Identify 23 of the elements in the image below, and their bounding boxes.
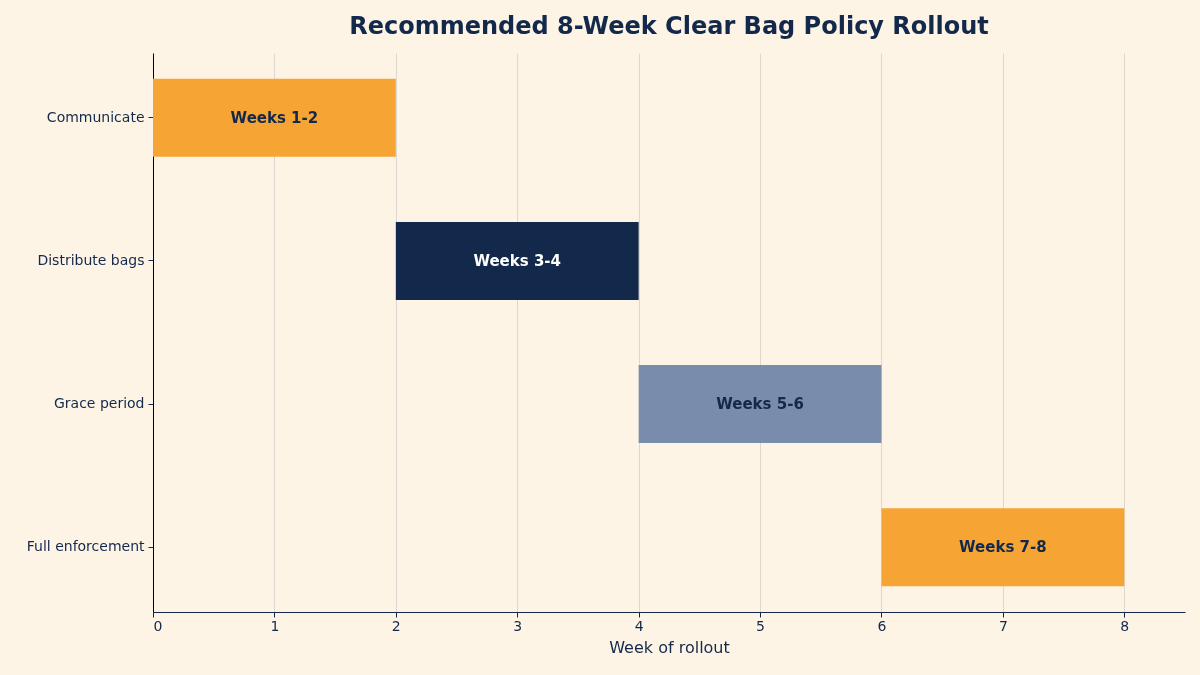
x-tick-label: 0 xyxy=(153,617,163,634)
bar xyxy=(395,221,639,300)
bar xyxy=(638,365,882,444)
x-tick-label: 3 xyxy=(513,617,523,634)
x-tick-label: 6 xyxy=(877,617,887,634)
data-label: Weeks 7-8 xyxy=(959,538,1047,557)
y-tick-label: Distribute bags xyxy=(37,251,145,268)
x-tick-label: 8 xyxy=(1120,617,1130,634)
bar xyxy=(881,508,1125,587)
data-label: Weeks 5-6 xyxy=(716,395,804,414)
x-tick-label: 7 xyxy=(998,617,1008,634)
x-axis-title: Week of rollout xyxy=(609,637,730,657)
x-tick-label: 1 xyxy=(270,617,280,634)
bar xyxy=(153,78,396,157)
data-label: Weeks 1-2 xyxy=(230,108,319,127)
x-tick-label: 5 xyxy=(756,617,766,634)
y-tick-label: Grace period xyxy=(53,395,145,412)
y-tick-label: Communicate xyxy=(46,108,145,125)
y-tick-label: Full enforcement xyxy=(26,538,145,555)
data-label: Weeks 3-4 xyxy=(473,251,562,270)
x-tick-label: 4 xyxy=(634,617,644,634)
chart-title: Recommended 8-Week Clear Bag Policy Rollout xyxy=(349,12,989,40)
x-tick-label: 2 xyxy=(391,617,401,634)
